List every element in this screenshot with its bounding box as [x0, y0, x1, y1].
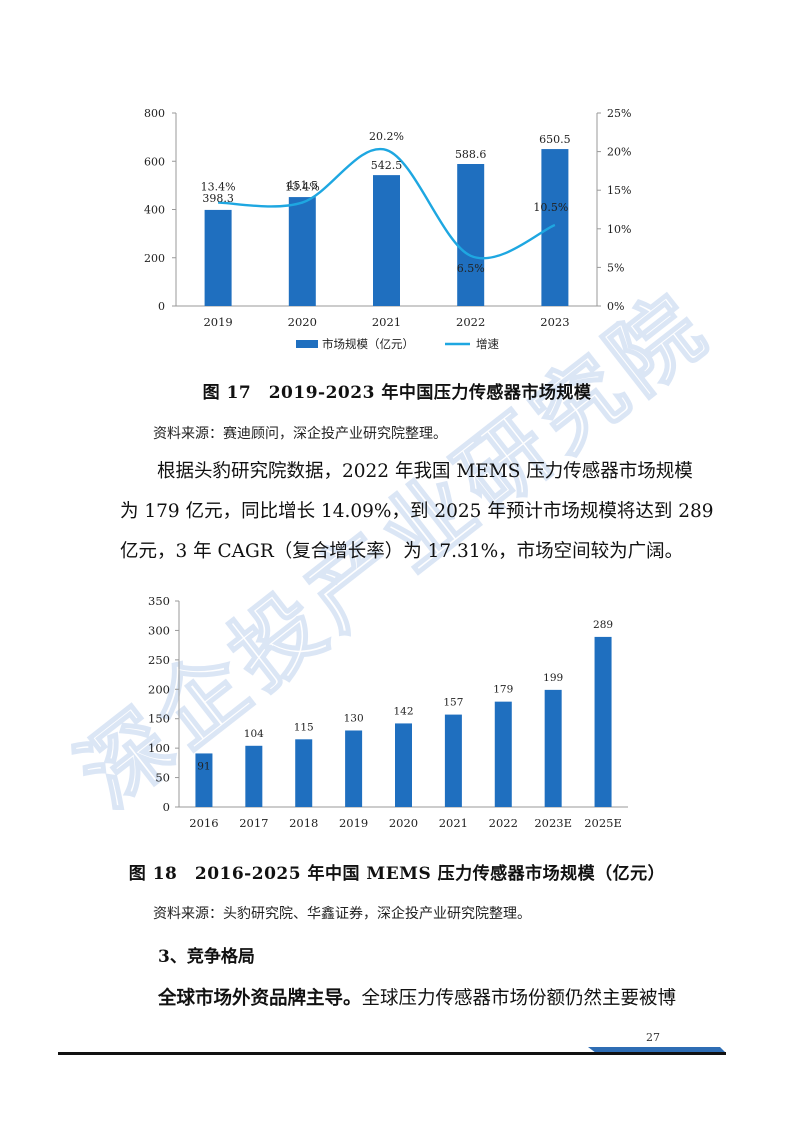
right-tick-label: 5%: [607, 261, 624, 274]
footer-rule: [58, 1052, 726, 1055]
legend-bar-label: 市场规模（亿元）: [322, 337, 414, 351]
line-value-label: 20.2%: [369, 130, 404, 143]
y-tick-label: 100: [148, 741, 170, 755]
bar-value-label: 542.5: [371, 159, 403, 172]
section-text: 全球压力传感器市场份额仍然主要被博: [361, 988, 677, 1009]
figure17-source: 资料来源：赛迪顾问，深企投产业研究院整理。: [153, 426, 447, 442]
paragraph-line: 为 179 亿元，同比增长 14.09%，到 2025 年预计市场规模将达到 2…: [120, 501, 714, 522]
bar-value-label: 199: [543, 672, 563, 684]
left-tick-label: 400: [144, 204, 165, 217]
y-tick-label: 150: [148, 712, 170, 726]
x-tick-label: 2022: [456, 315, 485, 329]
paragraph-line: 根据头豹研究院数据，2022 年我国 MEMS 压力传感器市场规模: [157, 461, 693, 482]
y-tick-label: 250: [148, 653, 170, 667]
x-tick-label: 2016: [189, 816, 218, 830]
bar: [494, 701, 512, 807]
legend-line-label: 增速: [476, 337, 499, 351]
right-tick-label: 0%: [607, 300, 624, 313]
mems-market-size-chart-2016-2025: 0 50 100 150 200 250 300 350 91 2016 104 2017 115 201…: [148, 594, 628, 830]
bar-value-label: 451.5: [287, 179, 319, 192]
line-value-label: 13.4%: [285, 181, 320, 194]
y-tick-label: 0: [163, 800, 170, 814]
left-tick-label: 0: [158, 300, 165, 313]
bar-value-label: 91: [197, 760, 210, 772]
bar-value-label: 130: [344, 712, 364, 724]
bar-value-label: 115: [294, 721, 314, 733]
x-tick-label: 2023E: [534, 816, 572, 830]
line-value-label: 13.4%: [201, 181, 236, 194]
bar-value-label: 142: [393, 705, 413, 717]
left-tick-label: 200: [144, 252, 165, 265]
y-tick-label: 200: [148, 682, 170, 696]
section-heading: 3、竞争格局: [158, 947, 255, 967]
bar: [541, 149, 569, 306]
bar-value-label: 157: [443, 697, 463, 709]
legend-bar-swatch: [296, 340, 318, 348]
x-tick-label: 2020: [389, 816, 418, 830]
x-tick-label: 2019: [203, 315, 232, 329]
bar: [295, 739, 313, 807]
x-tick-label: 2021: [439, 816, 468, 830]
bar-value-label: 398.3: [202, 192, 234, 205]
right-tick-label: 20%: [607, 146, 631, 159]
right-tick-label: 25%: [607, 107, 631, 120]
bar: [457, 164, 485, 306]
x-tick-label: 2021: [372, 315, 401, 329]
growth-rate-line: [218, 147, 556, 260]
figure17-caption: 图 17 2019-2023 年中国压力传感器市场规模: [202, 383, 592, 403]
bar-value-label: 179: [493, 684, 513, 696]
x-tick-label: 2023: [540, 315, 569, 329]
section-body: 全球市场外资品牌主导。全球压力传感器市场份额仍然主要被博: [158, 984, 676, 1010]
bar: [195, 753, 213, 807]
page-number: 27: [646, 1031, 660, 1044]
x-tick-label: 2022: [489, 816, 518, 830]
bar: [245, 745, 263, 807]
bar-value-label: 289: [593, 619, 613, 631]
x-tick-label: 2017: [239, 816, 268, 830]
bar: [395, 723, 412, 807]
right-tick-label: 10%: [607, 223, 631, 236]
bar: [373, 175, 400, 306]
right-tick-label: 15%: [607, 184, 631, 197]
y-tick-label: 300: [148, 623, 170, 637]
y-tick-label: 50: [155, 771, 170, 785]
footer-accent-tab: [588, 1047, 726, 1053]
x-tick-label: 2025E: [584, 816, 622, 830]
figure18-caption: 图 18 2016-2025 年中国 MEMS 压力传感器市场规模（亿元）: [128, 864, 666, 884]
bar-value-label: 588.6: [455, 148, 487, 161]
x-tick-label: 2020: [288, 315, 317, 329]
body-paragraph: 根据头豹研究院数据，2022 年我国 MEMS 压力传感器市场规模 为 179 …: [120, 452, 714, 572]
line-value-label: 10.5%: [533, 201, 568, 214]
bar-value-label: 104: [244, 728, 264, 740]
section-lead: 全球市场外资品牌主导。: [158, 988, 362, 1009]
market-size-chart-2019-2023: 0 200 400 600 800 0% 5% 10% 15% 20% 25% 2019 2020 202…: [144, 107, 631, 351]
bar-value-label: 650.5: [539, 133, 571, 146]
bar: [544, 689, 562, 807]
x-tick-label: 2019: [339, 816, 368, 830]
bar: [345, 730, 363, 807]
bar: [204, 209, 232, 306]
figure18-source: 资料来源：头豹研究院、华鑫证券，深企投产业研究院整理。: [153, 906, 531, 922]
left-tick-label: 800: [144, 107, 165, 120]
x-tick-label: 2018: [289, 816, 318, 830]
bar: [288, 197, 316, 306]
bar: [594, 636, 612, 807]
bar: [444, 714, 462, 807]
line-value-label: 6.5%: [457, 262, 485, 275]
paragraph-line: 亿元，3 年 CAGR（复合增长率）为 17.31%，市场空间较为广阔。: [120, 541, 684, 562]
left-tick-label: 600: [144, 155, 165, 168]
y-tick-label: 350: [148, 594, 170, 608]
